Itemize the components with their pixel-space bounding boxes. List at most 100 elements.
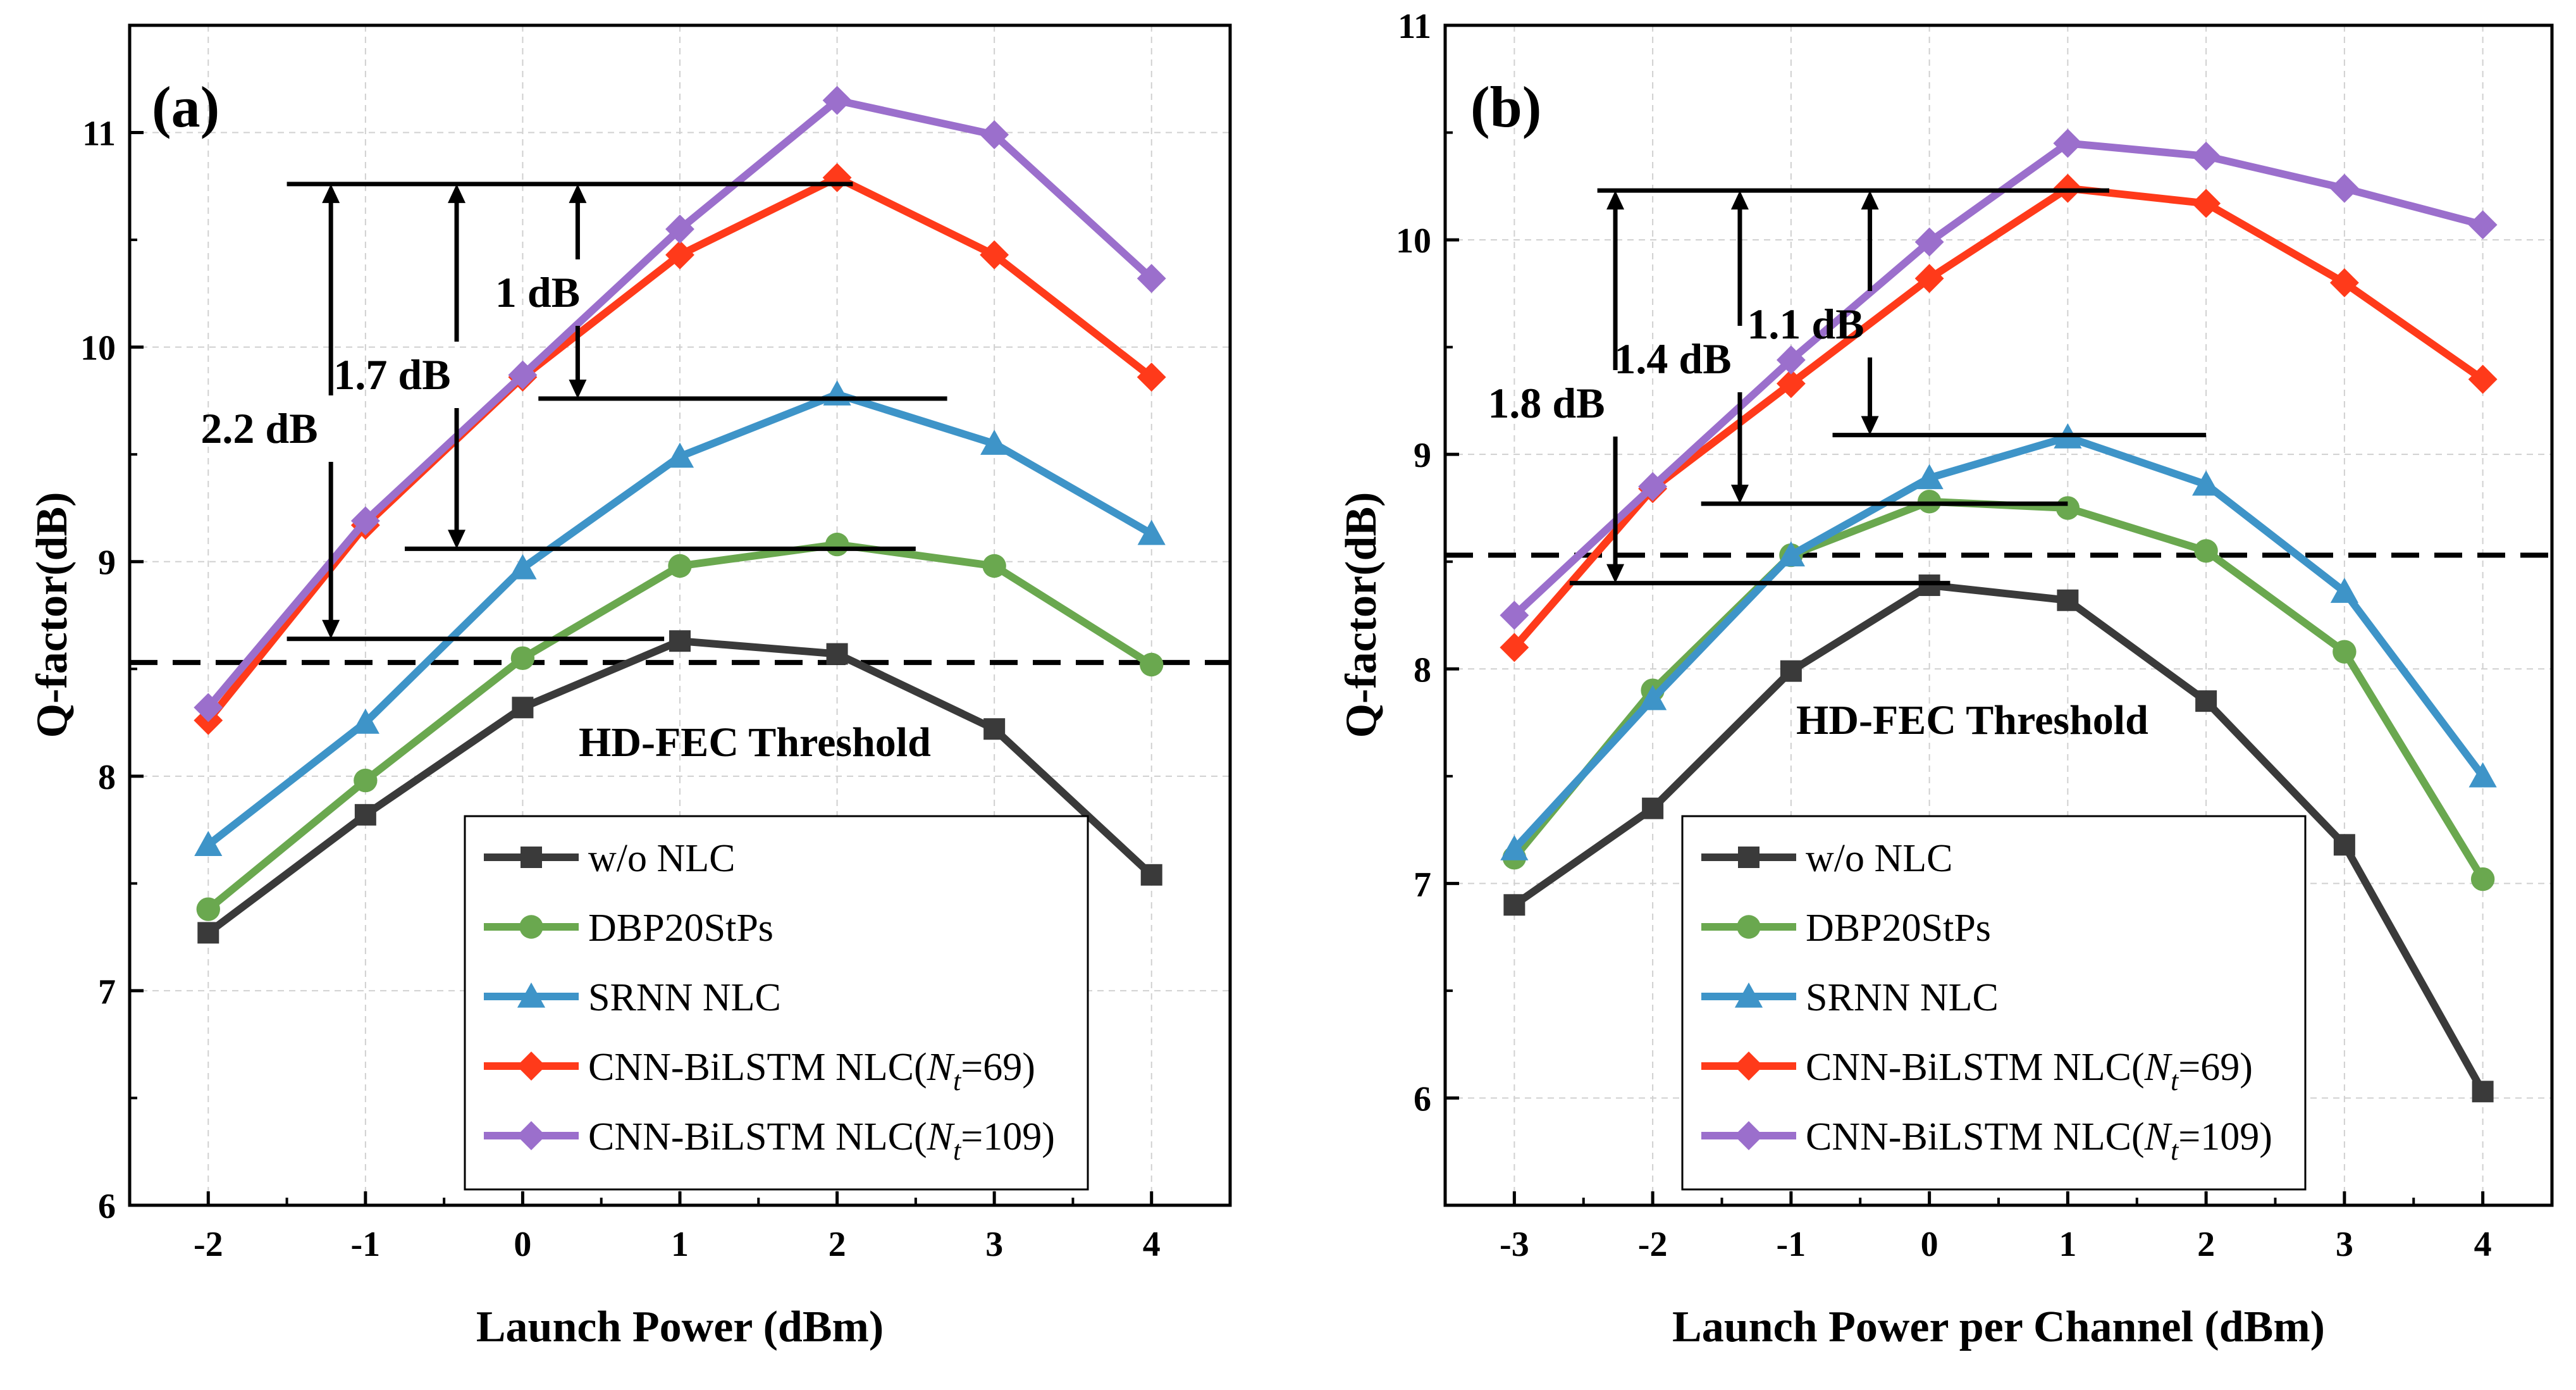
data-point <box>2191 141 2221 171</box>
gain-arrow <box>448 183 466 549</box>
legend-marker <box>521 847 542 868</box>
data-point <box>668 554 692 578</box>
y-axis-title: Q-factor(dB) <box>1337 492 1386 738</box>
data-point <box>822 163 852 192</box>
gain-arrow <box>1606 190 1625 583</box>
series-2 <box>1500 423 2497 860</box>
y-tick-label: 7 <box>98 972 116 1012</box>
data-point <box>2057 589 2079 611</box>
data-point <box>351 708 379 734</box>
gain-label: 1.4 dB <box>1614 335 1731 383</box>
legend-marker <box>1734 982 1763 1008</box>
gain-arrow <box>1730 190 1749 504</box>
gain-arrowhead-up <box>1606 190 1625 210</box>
data-point <box>980 240 1009 270</box>
data-point <box>194 693 223 723</box>
legend-label: CNN-BiLSTM NLC(Nt=69) <box>1806 1046 2253 1096</box>
x-tick-label: -1 <box>1777 1225 1806 1264</box>
x-tick-label: 2 <box>829 1225 846 1264</box>
x-tick-label: 4 <box>2474 1225 2492 1264</box>
gain-label: 1.8 dB <box>1488 379 1605 427</box>
data-point <box>2472 1081 2494 1103</box>
data-point <box>665 240 694 270</box>
legend-marker <box>517 1121 546 1150</box>
data-point <box>982 554 1006 578</box>
x-tick-label: 2 <box>2197 1225 2215 1264</box>
legend-item: DBP20StPs <box>1701 907 1991 950</box>
legend-item: CNN-BiLSTM NLC(Nt=109) <box>1701 1115 2272 1166</box>
series-2 <box>194 380 1166 857</box>
y-tick-label: 9 <box>98 543 116 583</box>
legend-marker <box>1734 1121 1763 1150</box>
gain-arrowhead-down <box>1730 485 1749 504</box>
data-point <box>508 554 537 580</box>
gain-arrowhead-up <box>1861 190 1879 210</box>
legend-label: w/o NLC <box>588 837 736 880</box>
panel-label: (a) <box>152 75 219 139</box>
data-point <box>826 643 848 665</box>
data-point <box>823 380 851 406</box>
y-tick-label: 10 <box>1396 221 1431 261</box>
data-point <box>822 85 852 115</box>
data-point <box>1914 227 1944 257</box>
data-point <box>2329 268 2359 297</box>
gain-arrowhead-up <box>569 183 587 203</box>
data-point <box>1137 519 1166 545</box>
legend-item: CNN-BiLSTM NLC(Nt=69) <box>484 1046 1035 1096</box>
data-point <box>2195 690 2217 712</box>
hd-fec-threshold-label: HD-FEC Threshold <box>579 719 931 766</box>
gain-arrow <box>322 183 340 639</box>
gain-arrowhead-down <box>1861 416 1879 435</box>
legend-label: SRNN NLC <box>588 976 781 1019</box>
legend-item: DBP20StPs <box>484 907 773 950</box>
legend-box <box>1681 815 2307 1191</box>
data-point <box>1915 464 1944 490</box>
series-0 <box>1503 574 2494 1103</box>
chart-panel-b: -3 -2 -1 0 1 2 3 4 6 7 8 9 10 11 Launch Power per Chan… <box>1337 7 2554 1351</box>
data-point <box>665 442 694 468</box>
data-point <box>354 804 376 826</box>
x-tick-label: -2 <box>194 1225 223 1264</box>
legend-marker <box>1734 1052 1763 1081</box>
data-point <box>825 532 849 557</box>
series-line <box>1511 184 2486 650</box>
legend-label: DBP20StPs <box>588 907 773 950</box>
data-point <box>2468 762 2497 788</box>
gain-label: 1.1 dB <box>1747 300 1864 348</box>
data-point <box>665 214 694 244</box>
data-point <box>1776 345 1806 375</box>
legend-label: DBP20StPs <box>1806 907 1991 950</box>
legend-item: SRNN NLC <box>484 976 781 1019</box>
y-tick-label: 8 <box>98 758 116 797</box>
y-tick-label: 10 <box>80 329 116 368</box>
gain-arrowhead-down <box>569 380 587 399</box>
x-axis-title: Launch Power (dBm) <box>476 1303 884 1351</box>
x-tick-label: 1 <box>671 1225 689 1264</box>
data-point <box>1639 685 1667 711</box>
legend-marker <box>517 1052 546 1081</box>
legend-label: SRNN NLC <box>1806 976 1999 1019</box>
data-point <box>512 697 534 719</box>
gain-arrowhead-down <box>1606 564 1625 583</box>
data-point <box>2055 496 2080 520</box>
legend-item: SRNN NLC <box>1701 976 1999 1019</box>
x-tick-label: 1 <box>2059 1225 2076 1264</box>
data-point <box>354 768 378 793</box>
x-axis-title: Launch Power per Channel (dBm) <box>1672 1303 2325 1351</box>
data-point <box>2468 364 2498 394</box>
y-tick-label: 7 <box>1414 865 1431 904</box>
gain-label: 1.7 dB <box>333 351 450 399</box>
data-point <box>2192 470 2221 496</box>
data-point <box>510 646 535 671</box>
gain-arrowhead-up <box>448 183 466 203</box>
data-point <box>1140 864 1162 886</box>
legend-item: w/o NLC <box>484 837 736 880</box>
data-point <box>980 430 1009 455</box>
legend-label: CNN-BiLSTM NLC(Nt=109) <box>1806 1115 2272 1166</box>
data-point <box>2191 189 2221 218</box>
data-point <box>983 718 1006 740</box>
hd-fec-threshold-label: HD-FEC Threshold <box>1796 697 2148 743</box>
x-tick-label: 4 <box>1143 1225 1161 1264</box>
legend: w/o NLC DBP20StPs SRNN NLC CNN-BiLSTM NLC(N… <box>1681 815 2307 1191</box>
y-tick-label: 6 <box>1414 1079 1431 1119</box>
